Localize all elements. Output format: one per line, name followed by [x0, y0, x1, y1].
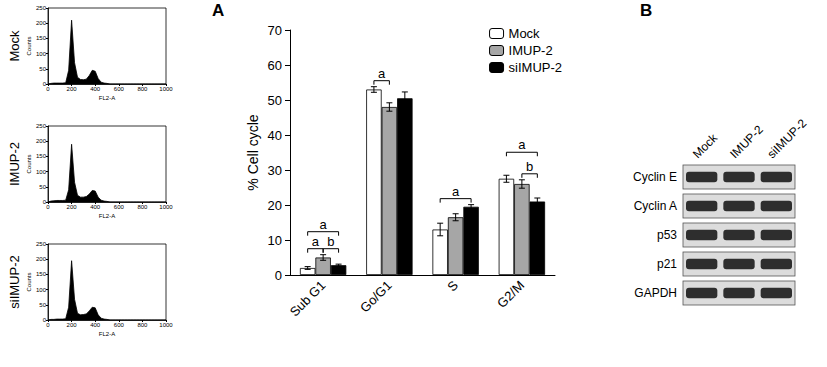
svg-text:FL2-A: FL2-A — [99, 331, 115, 337]
svg-text:30: 30 — [268, 163, 282, 178]
svg-text:Counts: Counts — [26, 154, 32, 173]
svg-text:0: 0 — [46, 204, 50, 210]
svg-text:S: S — [444, 277, 461, 294]
svg-text:0: 0 — [42, 199, 46, 205]
svg-text:800: 800 — [137, 322, 148, 328]
svg-text:a: a — [518, 137, 526, 152]
svg-text:60: 60 — [268, 58, 282, 73]
svg-text:200: 200 — [67, 204, 78, 210]
svg-text:B: B — [640, 1, 652, 20]
svg-text:50: 50 — [268, 93, 282, 108]
svg-text:GAPDH: GAPDH — [634, 286, 677, 300]
svg-text:150: 150 — [36, 153, 47, 159]
svg-text:p21: p21 — [657, 257, 677, 271]
svg-text:600: 600 — [114, 86, 125, 92]
svg-text:600: 600 — [114, 204, 125, 210]
svg-text:Go/G1: Go/G1 — [357, 278, 395, 316]
svg-text:800: 800 — [137, 86, 148, 92]
svg-text:a: a — [320, 217, 328, 232]
svg-text:200: 200 — [36, 256, 47, 262]
svg-text:Mock: Mock — [7, 30, 22, 62]
svg-text:150: 150 — [36, 271, 47, 277]
svg-text:Counts: Counts — [26, 36, 32, 55]
svg-text:0: 0 — [42, 81, 46, 87]
svg-text:0: 0 — [275, 268, 282, 283]
svg-text:0: 0 — [46, 322, 50, 328]
svg-text:200: 200 — [36, 20, 47, 26]
svg-text:0: 0 — [42, 317, 46, 323]
svg-text:Cyclin E: Cyclin E — [633, 170, 677, 184]
svg-text:400: 400 — [90, 86, 101, 92]
svg-text:250: 250 — [36, 241, 47, 247]
svg-text:FL2-A: FL2-A — [99, 95, 115, 101]
svg-text:A: A — [212, 1, 224, 20]
svg-text:a: a — [378, 66, 386, 81]
svg-text:100: 100 — [36, 51, 47, 57]
svg-text:600: 600 — [114, 322, 125, 328]
svg-text:Mock: Mock — [690, 130, 721, 161]
svg-text:1000: 1000 — [159, 322, 173, 328]
svg-text:b: b — [526, 159, 533, 174]
svg-text:Mock: Mock — [509, 26, 541, 41]
svg-text:200: 200 — [67, 322, 78, 328]
svg-text:Sub G1: Sub G1 — [287, 278, 329, 320]
svg-text:siIMUP-2: siIMUP-2 — [7, 255, 22, 308]
svg-text:a: a — [452, 184, 460, 199]
svg-text:IMUP-2: IMUP-2 — [7, 142, 22, 186]
svg-text:70: 70 — [268, 23, 282, 38]
svg-text:% Cell cycle: % Cell cycle — [245, 114, 261, 190]
svg-text:Counts: Counts — [26, 272, 32, 291]
svg-text:200: 200 — [36, 138, 47, 144]
svg-text:50: 50 — [39, 66, 46, 72]
svg-text:FL2-A: FL2-A — [99, 213, 115, 219]
svg-text:Cyclin A: Cyclin A — [634, 199, 677, 213]
svg-text:IMUP-2: IMUP-2 — [509, 43, 553, 58]
svg-text:800: 800 — [137, 204, 148, 210]
svg-text:200: 200 — [67, 86, 78, 92]
svg-text:1000: 1000 — [159, 204, 173, 210]
svg-text:250: 250 — [36, 5, 47, 11]
svg-text:100: 100 — [36, 169, 47, 175]
svg-text:50: 50 — [39, 184, 46, 190]
svg-text:p53: p53 — [657, 228, 677, 242]
svg-text:250: 250 — [36, 123, 47, 129]
svg-text:siIMUP-2: siIMUP-2 — [765, 116, 810, 161]
svg-text:400: 400 — [90, 322, 101, 328]
svg-text:150: 150 — [36, 35, 47, 41]
svg-text:0: 0 — [46, 86, 50, 92]
svg-text:b: b — [327, 234, 334, 249]
svg-text:400: 400 — [90, 204, 101, 210]
svg-text:siIMUP-2: siIMUP-2 — [509, 60, 562, 75]
svg-text:1000: 1000 — [159, 86, 173, 92]
svg-text:20: 20 — [268, 198, 282, 213]
svg-text:40: 40 — [268, 128, 282, 143]
svg-text:10: 10 — [268, 233, 282, 248]
svg-text:50: 50 — [39, 302, 46, 308]
svg-text:100: 100 — [36, 287, 47, 293]
svg-text:G2/M: G2/M — [494, 278, 527, 311]
svg-text:a: a — [312, 234, 320, 249]
svg-text:IMUP-2: IMUP-2 — [727, 122, 766, 161]
